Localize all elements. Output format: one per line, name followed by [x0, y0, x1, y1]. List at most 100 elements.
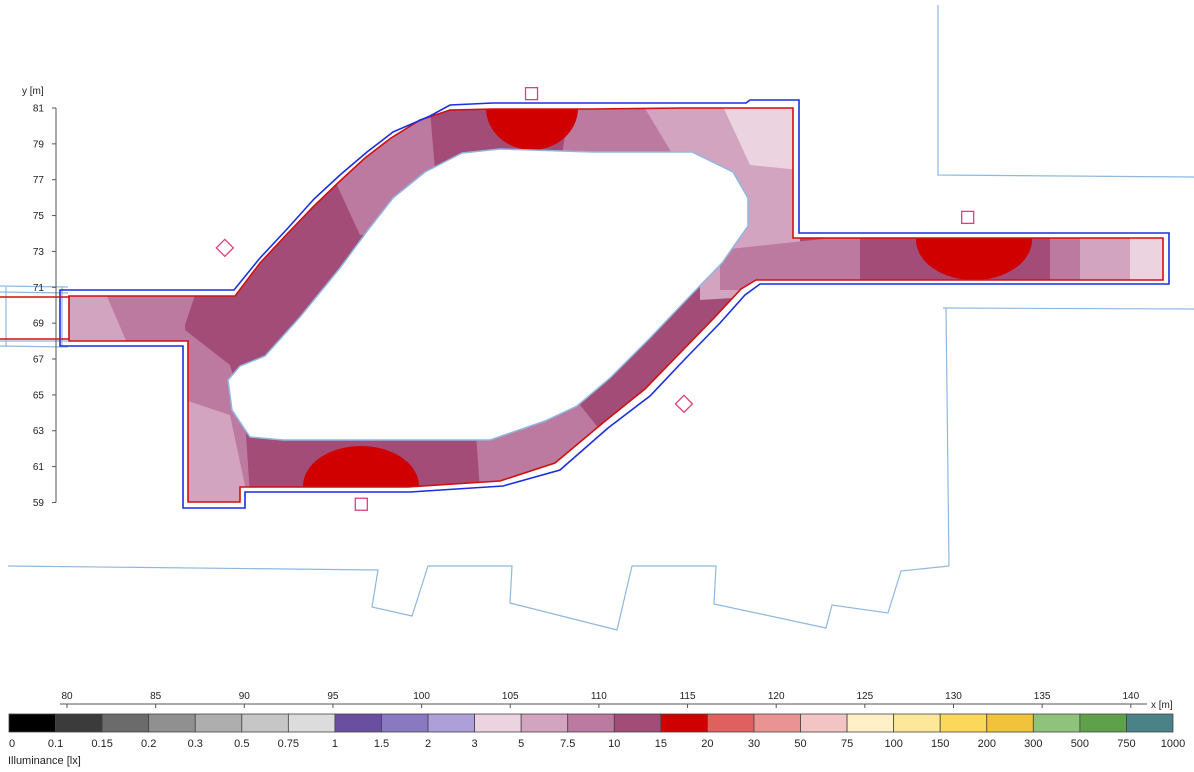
legend-swatch: [474, 713, 522, 733]
legend-swatch: [8, 713, 56, 733]
legend-label: 5: [518, 738, 524, 750]
legend-label: 0.75: [278, 738, 299, 750]
legend-label: 0.1: [48, 738, 63, 750]
legend-swatch: [753, 713, 801, 733]
y-tick-label: 67: [33, 355, 45, 366]
x-tick-label: 85: [150, 691, 162, 702]
building-outline-5: [0, 291, 69, 294]
legend-swatch: [520, 713, 569, 733]
legend-swatch: [800, 713, 848, 733]
legend-label: 30: [748, 738, 760, 750]
luminaire-marker: [215, 238, 235, 258]
inner-courtyard: [227, 148, 749, 441]
legend-label: 150: [931, 738, 949, 750]
building-outline-1: [942, 307, 1194, 310]
legend-label: 2: [425, 738, 431, 750]
legend-swatch: [660, 713, 708, 733]
legend-swatch: [101, 713, 150, 733]
y-tick-label: 71: [33, 283, 45, 294]
x-tick-label: 95: [327, 691, 339, 702]
luminaire-marker: [354, 497, 368, 511]
legend-swatch: [194, 713, 243, 733]
legend-swatch: [381, 713, 429, 733]
y-tick-label: 65: [33, 390, 45, 401]
x-tick-label: 80: [61, 691, 73, 702]
x-tick-label: 90: [239, 691, 251, 702]
x-tick-label: 110: [591, 691, 607, 702]
x-tick-label: 120: [768, 691, 785, 702]
legend-swatch: [1079, 713, 1127, 733]
legend-label: 1: [332, 738, 338, 750]
legend-label: 75: [841, 738, 853, 750]
luminaire-marker: [674, 394, 694, 414]
legend-label: 300: [1024, 738, 1042, 750]
legend-swatch: [939, 713, 988, 733]
illuminance-zone-3: [185, 400, 248, 502]
x-tick-label: 115: [680, 691, 696, 702]
legend-label: 50: [794, 738, 806, 750]
x-tick-label: 100: [413, 691, 430, 702]
illuminance-zone-1: [100, 280, 200, 350]
legend-label: 1000: [1161, 738, 1185, 750]
x-tick-label: 125: [857, 691, 874, 702]
legend-label: 200: [978, 738, 996, 750]
legend-label: 10: [608, 738, 620, 750]
legend-swatch: [55, 713, 103, 733]
building-outline-0: [937, 5, 1194, 178]
y-tick-label: 75: [33, 211, 45, 222]
x-axis-title: x [m]: [1151, 700, 1173, 711]
x-tick-label: 135: [1034, 691, 1051, 702]
corridor-heatmap: [69, 108, 1163, 502]
legend-label: 0: [9, 738, 15, 750]
legend-swatch: [334, 713, 382, 733]
legend-swatch: [427, 713, 476, 733]
y-tick-label: 69: [33, 319, 45, 330]
y-tick-label: 59: [33, 498, 45, 509]
building-outline-2: [945, 307, 950, 567]
x-axis: 80 85 90 95 100 105 110 115 120 125 130 135 140: [60, 691, 1147, 708]
legend-swatch: [567, 713, 615, 733]
legend-label: 750: [1117, 738, 1135, 750]
legend-label: 1.5: [374, 738, 389, 750]
y-tick-label: 79: [33, 139, 45, 150]
luminaire-marker: [524, 87, 539, 101]
legend-swatch: [241, 713, 289, 733]
legend-title: Illuminance [lx]: [8, 755, 81, 767]
x-tick-label: 105: [502, 691, 519, 702]
legend-swatch: [1032, 713, 1081, 733]
hotspot-1: [303, 446, 419, 502]
legend: 0 0.1 0.15 0.2 0.3 0.5 0.75 1 1.5 2 3 5 7.5 10 15 20 30 5…: [8, 713, 1185, 750]
legend-label: 7.5: [560, 738, 575, 750]
illuminance-zone-8: [720, 235, 860, 290]
legend-swatch: [613, 713, 662, 733]
building-outline-3: [7, 565, 950, 631]
x-tick-label: 140: [1122, 691, 1139, 702]
legend-swatch: [707, 713, 755, 733]
building-outline-7: [0, 345, 69, 348]
legend-label: 0.3: [188, 738, 203, 750]
luminaire-marker: [961, 210, 975, 225]
y-axis: 59 61 63 65 67 69 71 73 75 77 79 81: [33, 104, 57, 509]
y-tick-label: 81: [33, 104, 45, 115]
legend-swatch: [846, 713, 895, 733]
y-tick-label: 63: [33, 426, 45, 437]
legend-label: 15: [655, 738, 667, 750]
y-tick-label: 77: [33, 175, 45, 186]
legend-label: 0.5: [234, 738, 249, 750]
legend-swatch: [893, 713, 941, 733]
outer-boundary: [59, 99, 1170, 509]
corridor-boundaries: [0, 99, 1170, 509]
illuminance-zone-7: [720, 108, 800, 170]
hotspot-0: [486, 108, 578, 150]
evaluation-boundary: [68, 107, 1164, 503]
legend-label: 0.15: [91, 738, 112, 750]
y-tick-label: 73: [33, 247, 45, 258]
building-outlines: [0, 5, 1194, 631]
x-tick-label: 130: [945, 691, 962, 702]
legend-label: 100: [884, 738, 902, 750]
legend-label: 20: [701, 738, 713, 750]
building-outline-4: [0, 285, 69, 288]
legend-swatch: [148, 713, 196, 733]
luminaire-markers: [215, 87, 975, 511]
